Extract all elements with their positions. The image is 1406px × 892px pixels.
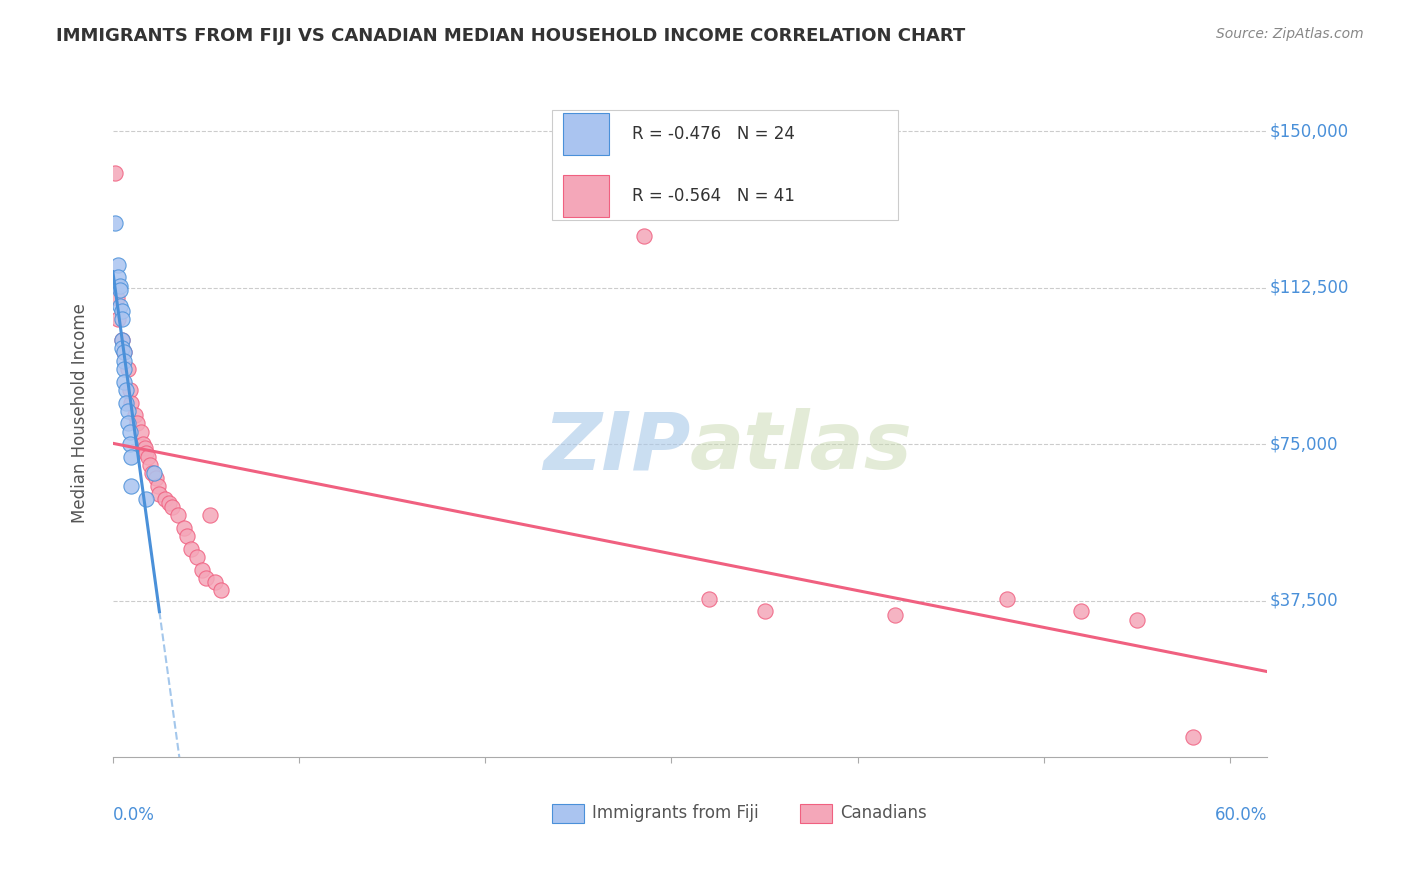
Point — [117, 404, 139, 418]
FancyBboxPatch shape — [551, 110, 898, 220]
Text: $150,000: $150,000 — [1270, 122, 1348, 140]
Point — [167, 508, 190, 523]
Point — [111, 333, 134, 347]
Point — [1070, 604, 1092, 618]
Bar — [562, 176, 609, 217]
Point — [633, 228, 655, 243]
Point — [121, 450, 143, 464]
Point — [204, 575, 226, 590]
Point — [112, 345, 135, 359]
Point — [186, 549, 208, 564]
Text: atlas: atlas — [690, 409, 912, 486]
Point — [176, 529, 198, 543]
Point — [145, 471, 167, 485]
Point — [191, 562, 214, 576]
Text: $112,500: $112,500 — [1270, 278, 1348, 297]
Point — [180, 541, 202, 556]
Text: Immigrants from Fiji: Immigrants from Fiji — [592, 805, 759, 822]
Bar — [551, 804, 583, 822]
Text: 60.0%: 60.0% — [1215, 805, 1267, 823]
Point — [104, 166, 127, 180]
Point — [142, 467, 165, 481]
Text: Canadians: Canadians — [841, 805, 927, 822]
Point — [110, 300, 132, 314]
Point — [117, 417, 139, 431]
Point — [107, 270, 129, 285]
Point — [697, 591, 720, 606]
Text: $37,500: $37,500 — [1270, 591, 1339, 610]
Point — [110, 283, 132, 297]
Point — [135, 491, 157, 506]
Text: $75,000: $75,000 — [1270, 435, 1339, 453]
Point — [883, 608, 905, 623]
Point — [131, 437, 153, 451]
Bar — [800, 804, 832, 822]
Point — [121, 479, 143, 493]
Point — [110, 278, 132, 293]
Text: IMMIGRANTS FROM FIJI VS CANADIAN MEDIAN HOUSEHOLD INCOME CORRELATION CHART: IMMIGRANTS FROM FIJI VS CANADIAN MEDIAN … — [56, 27, 966, 45]
Y-axis label: Median Household Income: Median Household Income — [72, 303, 89, 523]
Point — [1126, 613, 1149, 627]
Point — [173, 521, 195, 535]
Point — [124, 408, 146, 422]
Point — [118, 425, 141, 439]
Point — [157, 496, 180, 510]
Point — [111, 333, 134, 347]
Point — [146, 479, 169, 493]
Point — [125, 417, 148, 431]
Point — [1181, 730, 1204, 744]
Point — [115, 395, 138, 409]
Point — [121, 395, 143, 409]
Point — [194, 571, 217, 585]
Point — [118, 437, 141, 451]
Text: 0.0%: 0.0% — [112, 805, 155, 823]
Point — [141, 467, 163, 481]
Point — [135, 445, 157, 459]
Point — [112, 362, 135, 376]
Point — [139, 458, 162, 472]
Point — [148, 487, 170, 501]
Point — [107, 312, 129, 326]
Bar — [562, 113, 609, 154]
Point — [754, 604, 776, 618]
Point — [104, 216, 127, 230]
Point — [162, 500, 184, 514]
Point — [995, 591, 1018, 606]
Point — [112, 375, 135, 389]
Point — [111, 312, 134, 326]
Point — [129, 425, 152, 439]
Point — [111, 303, 134, 318]
Text: Source: ZipAtlas.com: Source: ZipAtlas.com — [1216, 27, 1364, 41]
Point — [209, 583, 232, 598]
Point — [118, 383, 141, 397]
Point — [134, 442, 156, 456]
Point — [105, 291, 128, 305]
Point — [112, 345, 135, 359]
Point — [136, 450, 159, 464]
Text: R = -0.564   N = 41: R = -0.564 N = 41 — [633, 187, 796, 205]
Point — [112, 353, 135, 368]
Point — [153, 491, 176, 506]
Point — [111, 341, 134, 355]
Point — [198, 508, 221, 523]
Point — [107, 258, 129, 272]
Text: R = -0.476   N = 24: R = -0.476 N = 24 — [633, 125, 796, 143]
Text: ZIP: ZIP — [543, 409, 690, 486]
Point — [115, 383, 138, 397]
Point — [117, 362, 139, 376]
